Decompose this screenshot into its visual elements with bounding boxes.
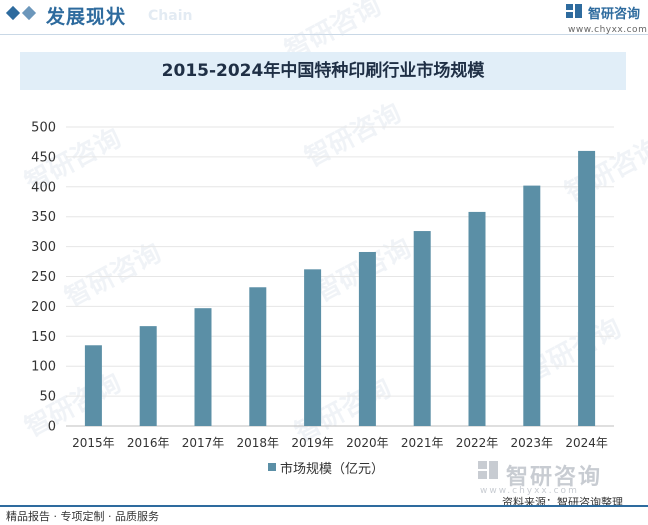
legend-swatch — [268, 463, 276, 471]
page-footer: 精品报告 · 专项定制 · 品质服务 — [0, 505, 648, 525]
bar — [523, 185, 541, 426]
bar — [468, 211, 486, 426]
x-tick-label: 2023年 — [511, 436, 554, 450]
logo-icon — [566, 4, 582, 18]
x-tick-label: 2021年 — [401, 436, 444, 450]
x-tick-label: 2015年 — [72, 436, 115, 450]
logo-name: 智研咨询 — [588, 7, 641, 22]
logo-url: www.chyxx.com — [568, 25, 648, 35]
y-tick-label: 0 — [48, 420, 56, 435]
y-tick-label: 450 — [31, 150, 56, 165]
section-header: 发展现状 Chain 智研咨询 www.chyxx.com — [0, 0, 648, 35]
y-tick-label: 50 — [39, 390, 56, 405]
bottom-watermark-url: www.chyxx.com — [480, 486, 579, 496]
section-title: 发展现状 — [46, 6, 127, 28]
y-tick-label: 400 — [31, 180, 56, 195]
bar — [249, 287, 267, 426]
bar — [84, 345, 102, 426]
x-tick-label: 2024年 — [565, 436, 608, 450]
y-tick-label: 200 — [31, 300, 56, 315]
x-tick-label: 2016年 — [127, 436, 170, 450]
bar — [578, 150, 596, 427]
y-tick-label: 100 — [31, 360, 56, 375]
bar — [358, 251, 376, 426]
footer-divider — [0, 505, 648, 507]
y-tick-label: 150 — [31, 330, 56, 345]
x-tick-label: 2018年 — [237, 436, 280, 450]
y-tick-label: 300 — [31, 240, 56, 255]
x-tick-label: 2022年 — [456, 436, 499, 450]
chart-title: 2015-2024年中国特种印刷行业市场规模 — [161, 61, 485, 81]
bar — [304, 269, 322, 426]
y-tick-label: 250 — [31, 270, 56, 285]
chart-title-band: 2015-2024年中国特种印刷行业市场规模 — [20, 52, 626, 90]
y-tick-label: 500 — [31, 121, 56, 136]
x-tick-label: 2020年 — [346, 436, 389, 450]
footer-text: 精品报告 · 专项定制 · 品质服务 — [6, 510, 159, 523]
x-tick-label: 2017年 — [182, 436, 225, 450]
bottom-watermark-name: 智研咨询 — [506, 465, 603, 490]
bar — [413, 231, 431, 426]
x-tick-label: 2019年 — [291, 436, 334, 450]
logo-watermark-icon — [478, 461, 498, 479]
bar — [194, 308, 212, 426]
section-title-ghost: Chain — [148, 8, 193, 24]
y-tick-label: 350 — [31, 210, 56, 225]
legend-label: 市场规模（亿元） — [280, 462, 385, 477]
bar — [139, 326, 157, 426]
header-divider — [0, 34, 648, 35]
